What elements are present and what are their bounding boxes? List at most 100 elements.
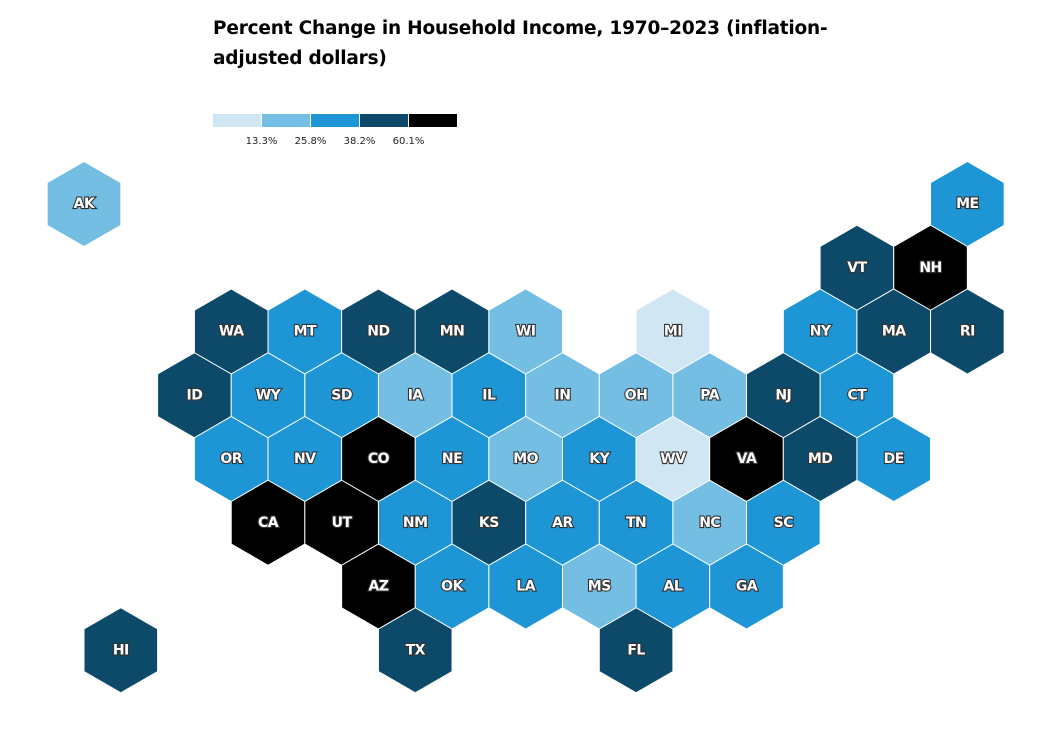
state-label: OH (625, 387, 648, 403)
state-hex-ct[interactable]: CT (819, 352, 895, 439)
state-hex-ia[interactable]: IA (377, 352, 453, 439)
state-label: MS (588, 579, 611, 595)
legend-swatch (311, 114, 359, 127)
state-label: VT (847, 260, 867, 276)
state-label: WI (516, 324, 536, 340)
state-label: IL (482, 387, 496, 403)
legend-swatch (409, 114, 457, 127)
state-hex-mo[interactable]: MO (488, 415, 563, 503)
state-hex-wy[interactable]: WY (230, 352, 306, 439)
state-label: OR (220, 451, 242, 467)
state-hex-ks[interactable]: KS (451, 479, 527, 566)
state-hex-shape[interactable] (856, 415, 932, 503)
state-hex-ky[interactable]: KY (561, 415, 637, 503)
state-hex-shape[interactable] (709, 543, 784, 630)
legend-tick-label: 60.1% (393, 136, 425, 147)
state-hex-ny[interactable]: NY (782, 288, 858, 375)
state-hex-ri[interactable]: RI (930, 288, 1005, 375)
state-hex-shape[interactable] (598, 607, 674, 694)
state-label: AR (552, 515, 573, 531)
state-hex-ar[interactable]: AR (525, 479, 600, 566)
state-label: HI (113, 642, 129, 658)
state-label: IA (408, 387, 424, 403)
state-hex-sd[interactable]: SD (304, 352, 379, 439)
state-hex-shape[interactable] (377, 607, 453, 694)
state-hex-wi[interactable]: WI (488, 288, 563, 375)
state-hex-nm[interactable]: NM (377, 479, 453, 566)
state-label: NY (810, 324, 832, 340)
state-hex-ga[interactable]: GA (709, 543, 784, 630)
state-hex-hi[interactable]: HI (83, 607, 159, 694)
state-hex-shape[interactable] (930, 288, 1005, 375)
state-hex-shape[interactable] (83, 607, 159, 694)
state-label: NE (442, 451, 462, 467)
state-hex-nh[interactable]: NH (893, 224, 968, 311)
state-label: TX (406, 642, 426, 658)
state-hex-vt[interactable]: VT (819, 224, 895, 311)
state-label: NC (699, 515, 720, 531)
state-label: DE (884, 451, 904, 467)
state-label: UT (332, 515, 353, 531)
state-label: MT (294, 324, 317, 340)
state-label: RI (960, 324, 975, 340)
state-label: WV (660, 451, 686, 467)
state-label: MO (513, 451, 538, 467)
legend-tick-label: 38.2% (344, 136, 376, 147)
legend-tick-label: 13.3% (246, 136, 278, 147)
state-label: FL (627, 642, 645, 658)
state-label: GA (736, 579, 758, 595)
state-hex-wa[interactable]: WA (193, 288, 269, 375)
state-label: MI (664, 324, 682, 340)
legend-tick-label: 25.8% (295, 136, 327, 147)
state-hex-nv[interactable]: NV (267, 415, 343, 503)
state-hex-az[interactable]: AZ (341, 543, 416, 630)
state-hex-ca[interactable]: CA (230, 479, 306, 566)
state-hex-fl[interactable]: FL (598, 607, 674, 694)
state-label: MD (808, 451, 833, 467)
state-hex-mn[interactable]: MN (414, 288, 490, 375)
state-label: AK (74, 196, 96, 212)
state-label: PA (700, 387, 719, 403)
state-hex-tx[interactable]: TX (377, 607, 453, 694)
state-hex-ok[interactable]: OK (414, 543, 490, 630)
state-label: SD (331, 387, 352, 403)
state-label: TN (626, 515, 646, 531)
state-label: CO (368, 451, 390, 467)
state-hex-ak[interactable]: AK (46, 160, 122, 248)
state-label: NM (403, 515, 428, 531)
state-hex-shape[interactable] (46, 160, 122, 248)
state-hex-de[interactable]: DE (856, 415, 932, 503)
state-hex-or[interactable]: OR (193, 415, 269, 503)
state-hex-la[interactable]: LA (488, 543, 563, 630)
state-label: LA (516, 579, 535, 595)
state-label: OK (441, 579, 464, 595)
state-label: NJ (775, 387, 791, 403)
state-label: VA (737, 451, 757, 467)
state-hex-ne[interactable]: NE (414, 415, 490, 503)
state-label: NV (294, 451, 316, 467)
state-hex-mt[interactable]: MT (267, 288, 343, 375)
state-label: ND (367, 324, 389, 340)
state-label: MA (882, 324, 906, 340)
state-label: SC (774, 515, 794, 531)
state-label: KS (479, 515, 499, 531)
legend-swatch (360, 114, 408, 127)
state-hex-oh[interactable]: OH (598, 352, 674, 439)
state-label: WA (219, 324, 244, 340)
state-hex-me[interactable]: ME (930, 160, 1005, 248)
color-legend: 13.3% 25.8% 38.2% 60.1% (213, 114, 457, 147)
state-hex-mi[interactable]: MI (635, 288, 711, 375)
state-label: IN (555, 387, 571, 403)
state-label: MN (440, 324, 465, 340)
legend-swatch (262, 114, 310, 127)
state-hex-tn[interactable]: TN (598, 479, 674, 566)
state-label: ME (956, 196, 979, 212)
state-hex-ms[interactable]: MS (561, 543, 637, 630)
state-label: NH (919, 260, 941, 276)
state-label: KY (589, 451, 610, 467)
legend-swatch (213, 114, 261, 127)
state-hex-sc[interactable]: SC (746, 479, 821, 566)
state-label: WY (256, 387, 282, 403)
chart-title: Percent Change in Household Income, 1970… (213, 18, 828, 69)
